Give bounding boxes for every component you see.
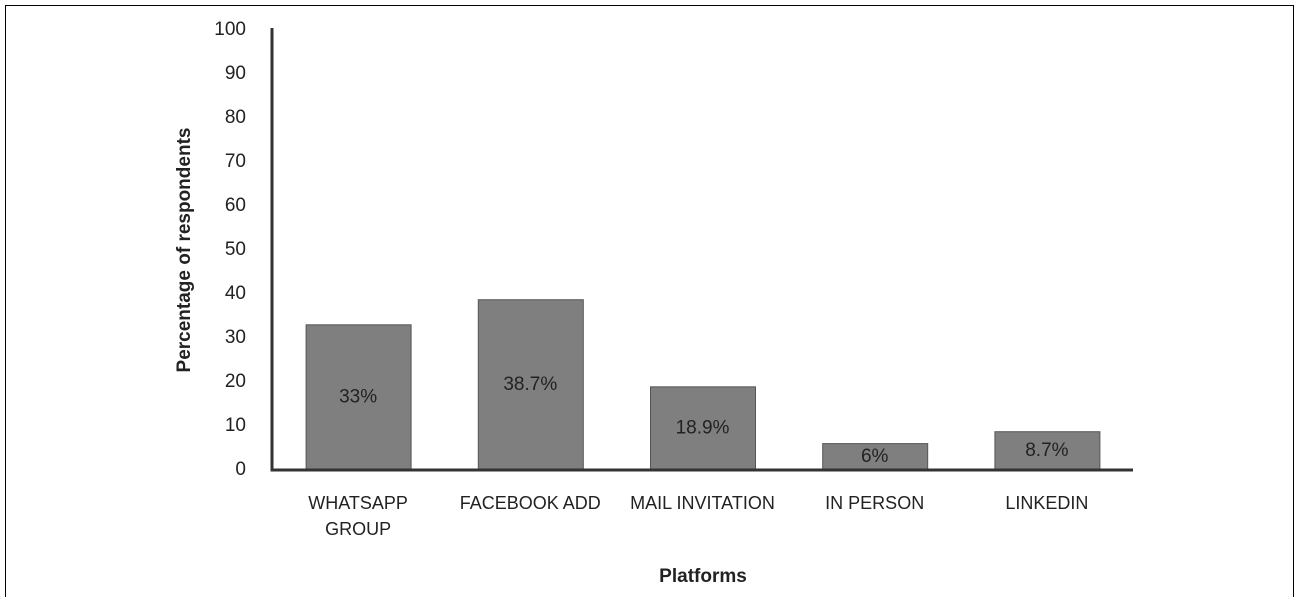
y-tick-label: 10 (225, 415, 246, 436)
y-tick-label: 80 (225, 107, 246, 128)
bar (650, 386, 756, 471)
x-tick-label: IN PERSON (825, 493, 925, 513)
data-label: 38.7% (503, 374, 557, 395)
bar (305, 324, 412, 471)
y-tick-label: 100 (214, 19, 246, 40)
data-label: 6% (861, 446, 889, 467)
bar (477, 299, 584, 471)
data-label: 8.7% (1025, 440, 1068, 461)
y-tick-label: 90 (225, 63, 246, 84)
frame (5, 5, 1294, 597)
x-tick-label: FACEBOOK ADD (459, 493, 601, 513)
x-tick-label: MAIL INVITATION (630, 493, 775, 513)
y-axis-title: Percentage of respondents (174, 128, 195, 373)
data-label: 33% (339, 386, 377, 407)
bar (822, 443, 929, 471)
y-tick-label: 30 (225, 327, 246, 348)
x-axis-title: Platforms (659, 566, 747, 587)
y-tick-label: 40 (225, 283, 246, 304)
x-tick-label: LINKEDIN (1005, 493, 1089, 513)
y-tick-label: 0 (235, 459, 246, 480)
y-tick-label: 50 (225, 239, 246, 260)
bar (994, 431, 1101, 471)
x-tick-label: WHATSAPP GROUP (308, 493, 408, 539)
y-tick-label: 20 (225, 371, 246, 392)
y-tick-label: 60 (225, 195, 246, 216)
data-label: 18.9% (676, 417, 730, 438)
y-tick-label: 70 (225, 151, 246, 172)
